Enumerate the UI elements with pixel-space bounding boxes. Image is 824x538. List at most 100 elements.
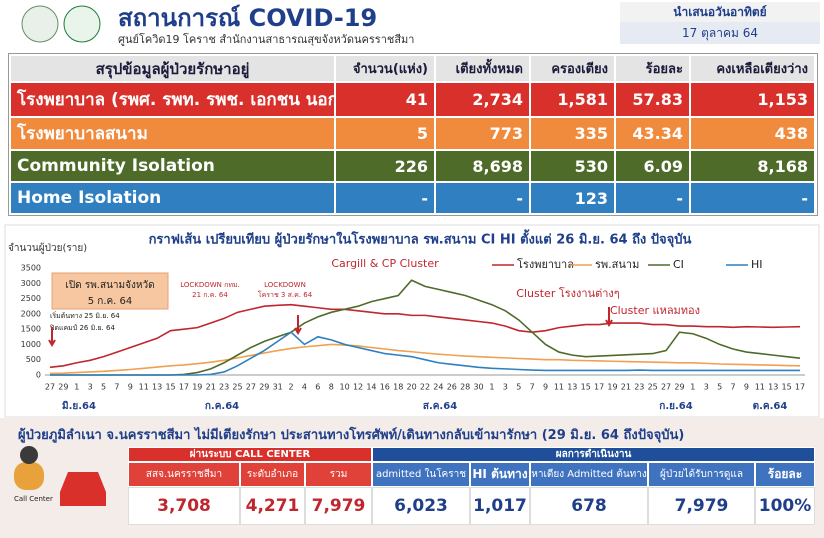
table-header: สรุปข้อมูลผู้ป่วยรักษาอยู่ [10,55,335,82]
table-header: จำนวน(แห่ง) [335,55,435,82]
y-tick-label: 2500 [21,294,41,303]
series-line [49,303,801,369]
x-tick-label: 4 [302,383,307,392]
x-tick-label: 25 [232,383,242,392]
value-cell: 7,979 [648,487,755,525]
x-tick-label: 27 [246,383,256,392]
y-axis-label: จำนวนผู้ป่วย(ราย) [8,242,87,254]
icon-head [20,446,38,464]
annotation: เริ่มต้นทาง 25 มิ.ย. 64 [50,311,120,320]
column-header: รวม [305,462,372,487]
x-tick-label: 7 [114,383,119,392]
x-tick-label: 11 [554,383,564,392]
presented: นำเสนอวันอาทิตย์ [673,4,767,19]
x-tick-label: 15 [165,383,175,392]
table-cell: 773 [435,117,530,150]
row-label: Home Isolation [10,182,335,214]
x-tick-label: 17 [594,383,604,392]
table-cell: 8,698 [435,150,530,182]
x-tick-label: 7 [730,383,735,392]
legend-label: รพ.สนาม [595,258,639,271]
x-tick-label: 13 [768,383,778,392]
annotation: LOCKDOWN [264,281,306,289]
x-tick-label: 3 [88,383,93,392]
x-tick-label: 17 [795,383,805,392]
table-cell: 335 [530,117,615,150]
x-tick-label: 1 [74,383,79,392]
x-tick-label: 11 [755,383,765,392]
annotation: ปิดแคมป์ 26 มิ.ย. 64 [50,324,116,332]
y-tick-label: 500 [26,355,41,364]
x-tick-label: 14 [366,383,376,392]
x-tick-label: 26 [447,383,457,392]
table-cell: 8,168 [690,150,815,182]
x-tick-label: 13 [567,383,577,392]
x-tick-label: 27 [45,383,55,392]
chart-frame [4,224,820,418]
x-tick-label: 28 [460,383,470,392]
value-cell: 1,017 [470,487,530,525]
x-tick-label: 13 [152,383,162,392]
value-cell: 6,023 [372,487,470,525]
x-tick-label: 19 [607,383,617,392]
x-tick-label: 23 [634,383,644,392]
x-tick-label: 29 [259,383,269,392]
x-tick-label: 5 [717,383,722,392]
x-tick-label: 9 [543,383,548,392]
month-label: ต.ค.64 [753,401,788,412]
x-tick-label: 2 [289,383,294,392]
x-tick-label: 15 [782,383,792,392]
logo [21,5,59,43]
x-tick-label: 16 [380,383,390,392]
x-tick-label: 21 [206,383,216,392]
y-tick-label: 3500 [21,264,41,273]
icon-car [60,472,106,506]
table-cell: 1,153 [690,82,815,117]
x-tick-label: 19 [192,383,202,392]
icon-person [14,462,44,490]
x-tick-label: 1 [489,383,494,392]
annotation: 21 ก.ค. 64 [192,291,228,299]
legend-label: HI [751,258,763,271]
y-tick-label: 3000 [21,279,41,288]
table-cell: - [690,182,815,214]
arrow [48,327,56,347]
table-header: ครองเตียง [530,55,615,82]
table-cell: 123 [530,182,615,214]
x-tick-label: 5 [101,383,106,392]
annotation: LOCKDOWN กทม. [180,281,240,289]
annotation: Cluster แหลมทอง [610,304,700,317]
annotation: Cargill & CP Cluster [331,257,439,270]
table-cell: 6.09 [615,150,690,182]
y-tick-label: 1500 [21,325,41,334]
table-cell: 41 [335,82,435,117]
logo [63,5,101,43]
table-cell: 1,581 [530,82,615,117]
x-tick-label: 29 [674,383,684,392]
table-cell: - [615,182,690,214]
x-tick-label: 24 [433,383,443,392]
x-tick-label: 7 [530,383,535,392]
value-cell: 3,708 [128,487,240,525]
value-cell: 678 [530,487,648,525]
annotation: เปิด รพ.สนามจังหวัด [65,280,154,291]
value-cell: 100% [755,487,815,525]
y-tick-label: 0 [36,371,41,380]
legend-label: โรงพยาบาล [517,257,574,271]
table-cell: - [435,182,530,214]
annotation: โคราช 3 ส.ค. 64 [258,290,313,299]
table-header: คงเหลือเตียงว่าง [690,55,815,82]
month-label: ก.ค.64 [205,401,239,412]
bottom-title: ผู้ป่วยภูมิลำเนา จ.นครราชสีมา ไม่มีเตียง… [18,427,685,443]
y-tick-label: 2000 [21,309,41,318]
column-header: ผู้ป่วยได้รับการดูแล [648,462,755,487]
x-tick-label: 1 [690,383,695,392]
value-cell: 4,271 [240,487,305,525]
x-tick-label: 21 [621,383,631,392]
value-cell: 7,979 [305,487,372,525]
column-header: ระดับอำเภอ [240,462,305,487]
x-tick-label: 15 [581,383,591,392]
legend-label: CI [673,258,684,271]
table-cell: 57.83 [615,82,690,117]
table-header: เตียงทั้งหมด [435,55,530,82]
